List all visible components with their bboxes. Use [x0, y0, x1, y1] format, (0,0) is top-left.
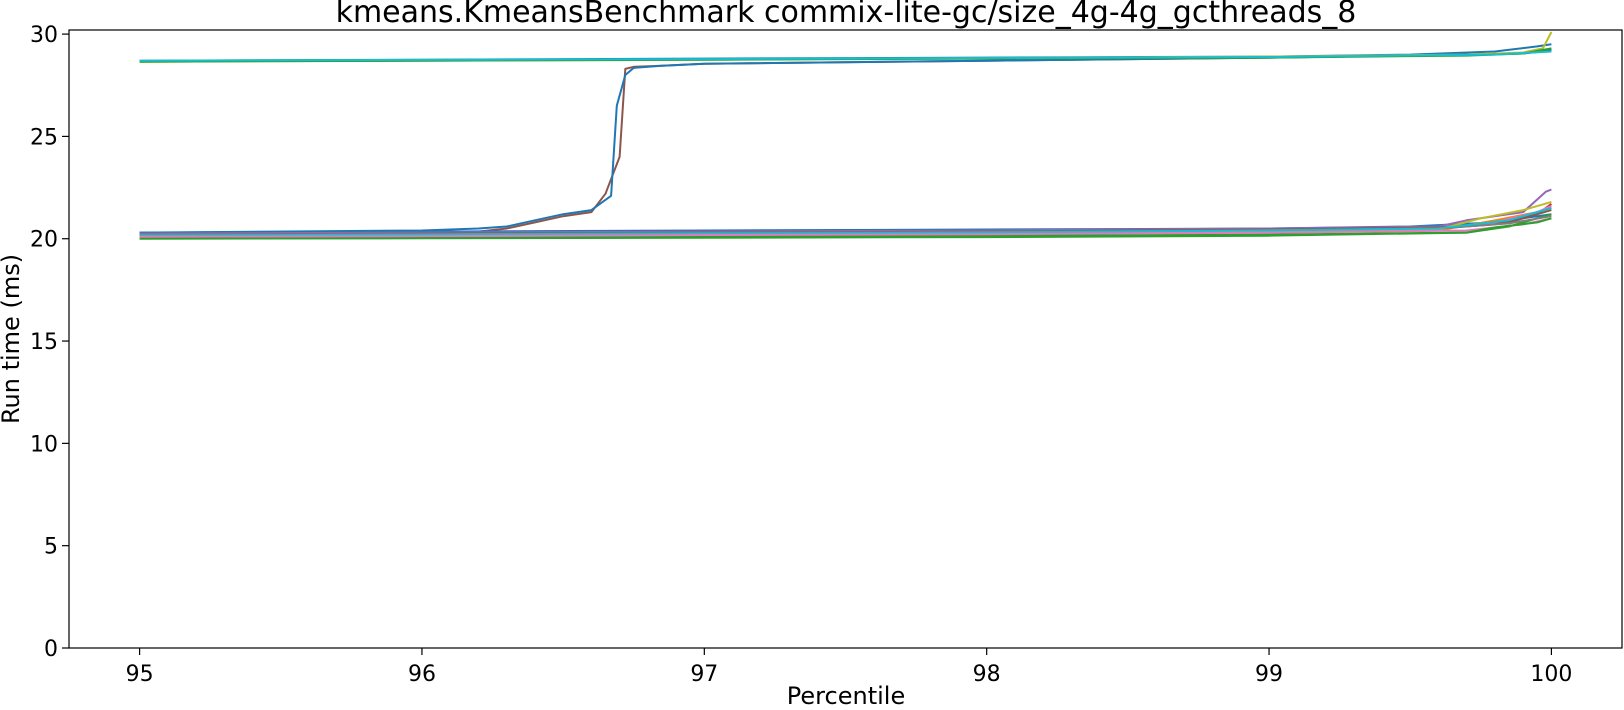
x-tick-label: 99 — [1255, 662, 1283, 687]
y-tick-label: 10 — [30, 432, 58, 457]
plot-frame — [68, 29, 1623, 649]
series-line-1 — [139, 49, 1552, 236]
y-tick-label: 25 — [30, 125, 58, 150]
y-axis-ticks: 0 5 10 15 20 25 30 — [30, 23, 69, 662]
series-line-11 — [139, 188, 1552, 235]
series-line-18 — [139, 217, 1552, 240]
series-line-2 — [139, 48, 1552, 234]
y-tick-label: 30 — [30, 23, 58, 48]
series-line-6 — [139, 50, 1552, 62]
x-tick-label: 100 — [1530, 662, 1572, 687]
x-tick-label: 96 — [408, 662, 436, 687]
y-tick-label: 20 — [30, 228, 58, 253]
y-tick-label: 15 — [30, 330, 58, 355]
x-axis-label: Percentile — [787, 682, 905, 710]
series-line-16 — [139, 207, 1552, 237]
y-tick-label: 0 — [44, 637, 58, 662]
series-layer — [139, 31, 1553, 240]
x-axis-ticks: 95 96 97 98 99 100 — [126, 648, 1572, 687]
y-tick-label: 5 — [44, 535, 58, 560]
x-tick-label: 98 — [973, 662, 1001, 687]
chart-title: kmeans.KmeansBenchmark commix-lite-gc/si… — [336, 0, 1357, 30]
x-tick-label: 97 — [690, 662, 718, 687]
y-axis-label: Run time (ms) — [0, 254, 25, 424]
x-tick-label: 95 — [126, 662, 154, 687]
